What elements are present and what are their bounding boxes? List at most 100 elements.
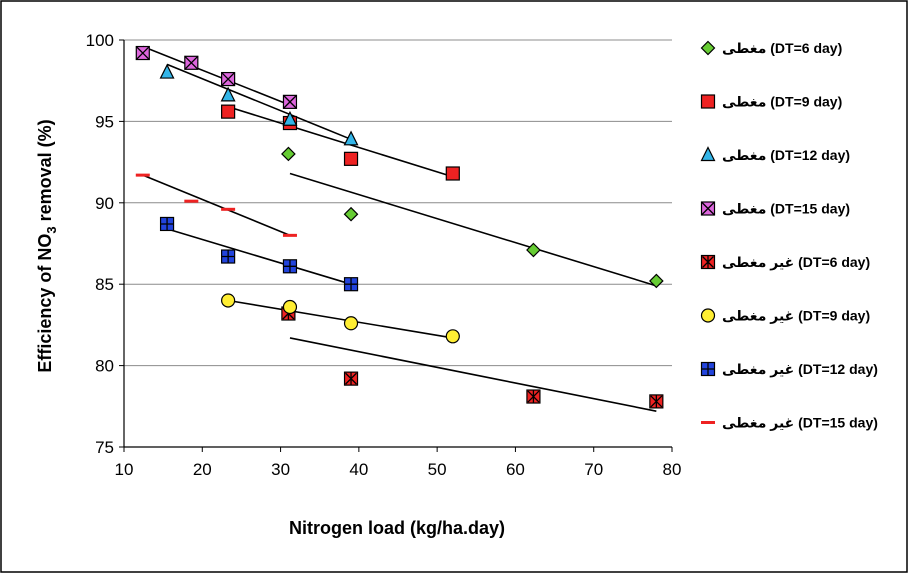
- marker-shape: [221, 293, 236, 308]
- legend-marker: [700, 94, 716, 109]
- marker-layer: [135, 45, 664, 409]
- y-tick-label: 85: [95, 275, 114, 294]
- marker-shape: [526, 242, 541, 258]
- marker-shape: [700, 40, 716, 56]
- data-point-series-3-4: [343, 130, 359, 146]
- data-point-series-3-3: [282, 110, 298, 126]
- legend-label: غیر مغطی (DT=15 day): [722, 415, 878, 432]
- data-point-series-2-3: [343, 151, 359, 166]
- marker-cross: [701, 201, 715, 216]
- marker-shape: [700, 94, 716, 109]
- data-point-series-8-2: [184, 199, 199, 203]
- y-axis-title-subscript: 3: [44, 226, 59, 233]
- legend-marker: [700, 40, 716, 56]
- grid-layer: [124, 39, 672, 367]
- legend-marker: [700, 146, 716, 162]
- legend-label: غیر مغطی (DT=6 day): [722, 254, 870, 271]
- legend-item-6: غیر مغطی (DT=9 day): [700, 308, 870, 325]
- data-point-series-5-3: [526, 389, 541, 404]
- marker-cross: [184, 55, 199, 70]
- legend-item-8: غیر مغطی (DT=15 day): [701, 415, 878, 432]
- y-axis-title-suffix: removal (%): [35, 119, 55, 226]
- data-point-series-1-1: [281, 146, 296, 162]
- marker-shape: [221, 104, 236, 119]
- data-point-series-7-1: [159, 216, 175, 232]
- x-tick-label: 20: [193, 460, 212, 479]
- legend-item-3: مغطی (DT=12 day): [700, 146, 850, 163]
- y-tick-label: 100: [86, 31, 114, 50]
- data-point-series-1-3: [526, 242, 541, 258]
- marker-shape: [282, 110, 298, 126]
- x-tick-label: 70: [584, 460, 603, 479]
- y-tick-label: 90: [95, 194, 114, 213]
- legend-marker: [701, 421, 715, 424]
- marker-shape: [343, 206, 359, 222]
- data-point-series-4-2: [184, 55, 199, 70]
- trendline-series-8: [142, 174, 291, 237]
- trendline-series-7: [166, 228, 352, 285]
- marker-star: [650, 394, 663, 408]
- legend-item-2: مغطی (DT=9 day): [700, 94, 842, 110]
- marker-shape: [343, 316, 359, 331]
- legend-marker: [700, 361, 716, 377]
- trend-layer: [142, 45, 657, 412]
- marker-plus: [283, 259, 297, 273]
- marker-shape: [700, 146, 716, 162]
- data-point-series-5-2: [343, 371, 359, 386]
- data-point-series-4-4: [282, 94, 298, 109]
- marker-plus: [344, 277, 358, 291]
- data-point-series-6-3: [343, 316, 359, 331]
- data-point-series-8-3: [221, 207, 236, 211]
- legend-label: مغطی (DT=12 day): [722, 147, 850, 163]
- marker-shape: [343, 130, 359, 146]
- marker-plus: [701, 362, 715, 376]
- legend-item-7: غیر مغطی (DT=12 day): [700, 361, 878, 378]
- marker-star: [702, 255, 714, 269]
- data-point-series-2-4: [445, 166, 460, 181]
- data-point-series-4-3: [221, 71, 236, 87]
- marker-plus: [160, 217, 174, 231]
- data-point-series-5-4: [649, 394, 664, 409]
- x-tick-label: 50: [428, 460, 447, 479]
- marker-shape: [445, 329, 460, 344]
- trendline-series-2: [227, 105, 454, 178]
- legend-label: غیر مغطی (DT=9 day): [722, 308, 870, 325]
- x-tick-label: 10: [115, 460, 134, 479]
- data-point-series-6-1: [221, 293, 236, 308]
- legend-marker: [700, 308, 716, 323]
- marker-shape: [282, 233, 297, 237]
- trendline-series-3: [166, 63, 352, 141]
- legend-marker: [700, 254, 716, 270]
- legend: مغطی (DT=6 day) مغطی (DT=9 day) مغطی (DT=1…: [700, 40, 878, 432]
- data-point-series-3-2: [220, 86, 236, 102]
- data-point-series-7-4: [343, 277, 359, 292]
- legend-label: مغطی (DT=9 day): [722, 94, 842, 110]
- data-point-series-4-1: [135, 45, 150, 61]
- marker-shape: [159, 63, 175, 79]
- x-tick-label: 40: [349, 460, 368, 479]
- y-tick-label: 80: [95, 357, 114, 376]
- legend-item-1: مغطی (DT=6 day): [700, 40, 842, 56]
- x-tick-label: 60: [506, 460, 525, 479]
- legend-item-4: مغطی (DT=15 day): [700, 201, 850, 217]
- y-axis-title-prefix: Efficiency of NO: [35, 234, 55, 373]
- marker-shape: [701, 421, 715, 424]
- trendline-series-4: [142, 45, 291, 106]
- data-point-series-8-4: [282, 233, 297, 237]
- data-point-series-7-3: [282, 259, 298, 274]
- tick-label-layer: 75 80 85 90 95 100 10 20 30 40 50 60 70 80: [86, 31, 682, 479]
- marker-cross: [221, 72, 236, 87]
- marker-shape: [282, 299, 298, 315]
- y-tick-label: 95: [95, 112, 114, 131]
- data-point-series-6-4: [445, 329, 460, 344]
- legend-marker: [700, 201, 716, 216]
- data-point-series-2-1: [221, 104, 236, 119]
- marker-shape: [221, 207, 236, 211]
- legend-label: غیر مغطی (DT=12 day): [722, 361, 878, 378]
- marker-star: [345, 372, 357, 386]
- data-point-series-1-4: [648, 273, 664, 289]
- marker-shape: [281, 146, 296, 162]
